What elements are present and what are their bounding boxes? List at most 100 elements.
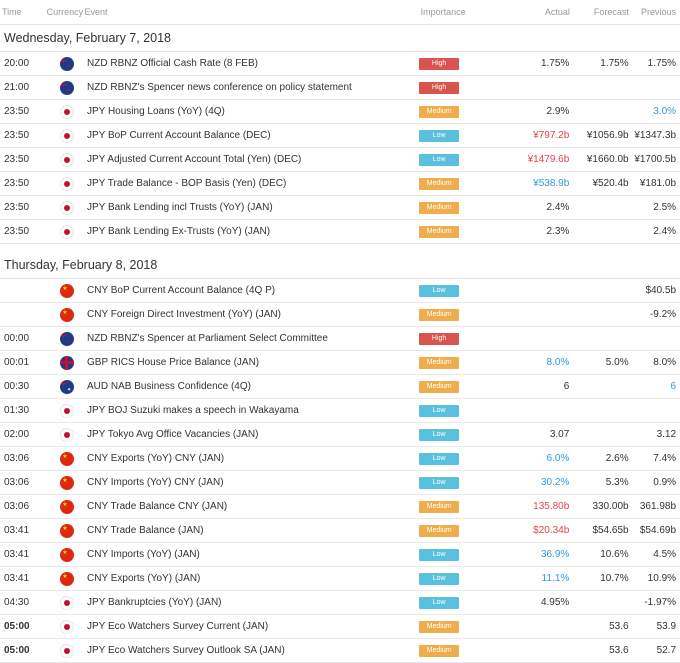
currency-cell bbox=[47, 128, 87, 143]
importance-badge: Medium bbox=[419, 524, 460, 537]
actual-value: ¥797.2b bbox=[533, 130, 570, 141]
currency-cell bbox=[47, 307, 87, 322]
event-name[interactable]: JPY Trade Balance - BOP Basis (Yen) (DEC… bbox=[87, 178, 287, 189]
event-name[interactable]: JPY BoP Current Account Balance (DEC) bbox=[87, 130, 271, 141]
table-row[interactable]: 23:50 JPY Housing Loans (YoY) (4Q) Medium 2… bbox=[0, 100, 680, 124]
actual-value: ¥538.9b bbox=[533, 178, 570, 189]
table-row[interactable]: 03:06 CNY Exports (YoY) CNY (JAN) Low 6.0% 2… bbox=[0, 447, 680, 471]
header-actual[interactable]: Actual bbox=[544, 7, 570, 17]
section-date-heading: Thursday, February 8, 2018 bbox=[0, 252, 680, 279]
currency-cell bbox=[47, 200, 87, 215]
table-row[interactable]: 04:30 JPY Bankruptcies (YoY) (JAN) Low 4.95… bbox=[0, 591, 680, 615]
previous-value: 7.4% bbox=[653, 453, 677, 464]
event-time: 23:50 bbox=[4, 202, 30, 213]
header-currency[interactable]: Currency bbox=[46, 7, 84, 17]
event-name[interactable]: CNY Trade Balance (JAN) bbox=[87, 525, 204, 536]
event-name[interactable]: JPY Bankruptcies (YoY) (JAN) bbox=[87, 597, 222, 608]
table-row[interactable]: 05:00 JPY Eco Watchers Survey Outlook SA … bbox=[0, 639, 680, 663]
event-name[interactable]: JPY BOJ Suzuki makes a speech in Wakayam… bbox=[87, 405, 299, 416]
currency-cell bbox=[47, 451, 87, 466]
event-name[interactable]: JPY Housing Loans (YoY) (4Q) bbox=[87, 106, 225, 117]
table-row[interactable]: 02:00 JPY Tokyo Avg Office Vacancies (JAN… bbox=[0, 423, 680, 447]
actual-value: 6 bbox=[563, 381, 570, 392]
importance-badge: Low bbox=[419, 476, 460, 489]
importance-badge: Low bbox=[419, 428, 460, 441]
table-row[interactable]: 03:06 CNY Imports (YoY) CNY (JAN) Low 30.2%… bbox=[0, 471, 680, 495]
header-time[interactable]: Time bbox=[2, 7, 22, 17]
actual-value: 4.95% bbox=[540, 597, 570, 608]
importance-badge: High bbox=[419, 81, 460, 94]
nz-flag-icon bbox=[60, 56, 75, 71]
previous-value: 3.0% bbox=[653, 106, 677, 117]
importance-badge: Medium bbox=[419, 105, 460, 118]
importance-badge: Medium bbox=[419, 308, 460, 321]
currency-cell bbox=[47, 571, 87, 586]
jp-flag-icon bbox=[60, 595, 75, 610]
table-body: Wednesday, February 7, 2018 20:00 NZD RBNZ… bbox=[0, 25, 680, 663]
table-row[interactable]: 23:50 JPY Adjusted Current Account Total … bbox=[0, 148, 680, 172]
event-name[interactable]: JPY Eco Watchers Survey Current (JAN) bbox=[87, 621, 269, 632]
event-name[interactable]: GBP RICS House Price Balance (JAN) bbox=[87, 357, 260, 368]
actual-value: 135.80b bbox=[533, 501, 570, 512]
table-row[interactable]: 23:50 JPY BoP Current Account Balance (DE… bbox=[0, 124, 680, 148]
currency-cell bbox=[47, 104, 87, 119]
previous-value: 53.9 bbox=[656, 621, 677, 632]
event-name[interactable]: AUD NAB Business Confidence (4Q) bbox=[87, 381, 251, 392]
forecast-value: ¥520.4b bbox=[592, 178, 629, 189]
jp-flag-icon bbox=[60, 104, 75, 119]
event-name[interactable]: CNY Foreign Direct Investment (YoY) (JAN… bbox=[87, 309, 281, 320]
event-name[interactable]: CNY Imports (YoY) (JAN) bbox=[87, 549, 200, 560]
previous-value: $54.69b bbox=[639, 525, 677, 536]
importance-cell: High bbox=[415, 57, 518, 70]
cn-flag-icon bbox=[60, 547, 75, 562]
table-row[interactable]: 23:50 JPY Trade Balance - BOP Basis (Yen)… bbox=[0, 172, 680, 196]
event-time: 00:01 bbox=[4, 357, 30, 368]
table-row[interactable]: 03:06 CNY Trade Balance CNY (JAN) Medium 13… bbox=[0, 495, 680, 519]
header-importance[interactable]: Importance bbox=[420, 7, 466, 17]
header-forecast[interactable]: Forecast bbox=[593, 7, 629, 17]
header-event[interactable]: Event bbox=[84, 7, 108, 17]
event-name[interactable]: JPY Bank Lending incl Trusts (YoY) (JAN) bbox=[87, 202, 273, 213]
currency-cell bbox=[47, 283, 87, 298]
table-row[interactable]: 00:30 AUD NAB Business Confidence (4Q) Med… bbox=[0, 375, 680, 399]
event-name[interactable]: NZD RBNZ Official Cash Rate (8 FEB) bbox=[87, 58, 258, 69]
importance-cell: Low bbox=[415, 129, 518, 142]
table-row[interactable]: 20:00 NZD RBNZ Official Cash Rate (8 FEB)… bbox=[0, 52, 680, 76]
table-row[interactable]: 00:01 GBP RICS House Price Balance (JAN) M… bbox=[0, 351, 680, 375]
currency-cell bbox=[47, 619, 87, 634]
previous-value: -9.2% bbox=[649, 309, 677, 320]
event-time: 03:06 bbox=[4, 477, 30, 488]
table-row[interactable]: CNY Foreign Direct Investment (YoY) (JAN… bbox=[0, 303, 680, 327]
event-name[interactable]: CNY Exports (YoY) (JAN) bbox=[87, 573, 201, 584]
event-name[interactable]: JPY Tokyo Avg Office Vacancies (JAN) bbox=[87, 429, 259, 440]
forecast-value: 53.6 bbox=[609, 621, 629, 632]
table-row[interactable]: 00:00 NZD RBNZ's Spencer at Parliament Se… bbox=[0, 327, 680, 351]
table-row[interactable]: 03:41 CNY Imports (YoY) (JAN) Low 36.9% 10.6… bbox=[0, 543, 680, 567]
event-name[interactable]: JPY Adjusted Current Account Total (Yen)… bbox=[87, 154, 302, 165]
importance-cell: Low bbox=[415, 428, 518, 441]
event-time: 03:41 bbox=[4, 525, 30, 536]
event-name[interactable]: NZD RBNZ's Spencer news conference on po… bbox=[87, 82, 352, 93]
table-row[interactable]: CNY BoP Current Account Balance (4Q P) Lo… bbox=[0, 279, 680, 303]
forecast-value: 5.0% bbox=[605, 357, 629, 368]
importance-cell: Low bbox=[415, 476, 518, 489]
event-name[interactable]: CNY Trade Balance CNY (JAN) bbox=[87, 501, 228, 512]
importance-cell: Medium bbox=[415, 500, 518, 513]
table-row[interactable]: 03:41 CNY Trade Balance (JAN) Medium $20.34… bbox=[0, 519, 680, 543]
event-name[interactable]: CNY Imports (YoY) CNY (JAN) bbox=[87, 477, 224, 488]
header-previous[interactable]: Previous bbox=[640, 7, 676, 17]
table-row[interactable]: 21:00 NZD RBNZ's Spencer news conference … bbox=[0, 76, 680, 100]
table-row[interactable]: 23:50 JPY Bank Lending incl Trusts (YoY) … bbox=[0, 196, 680, 220]
previous-value: 361.98b bbox=[639, 501, 677, 512]
event-name[interactable]: NZD RBNZ's Spencer at Parliament Select … bbox=[87, 333, 328, 344]
table-row[interactable]: 01:30 JPY BOJ Suzuki makes a speech in Wa… bbox=[0, 399, 680, 423]
table-row[interactable]: 23:50 JPY Bank Lending Ex-Trusts (YoY) (J… bbox=[0, 220, 680, 244]
table-row[interactable]: 05:00 JPY Eco Watchers Survey Current (JA… bbox=[0, 615, 680, 639]
event-name[interactable]: JPY Bank Lending Ex-Trusts (YoY) (JAN) bbox=[87, 226, 271, 237]
event-name[interactable]: CNY BoP Current Account Balance (4Q P) bbox=[87, 285, 276, 296]
event-time: 03:41 bbox=[4, 573, 30, 584]
table-row[interactable]: 03:41 CNY Exports (YoY) (JAN) Low 11.1% 10.7… bbox=[0, 567, 680, 591]
gb-flag-icon bbox=[60, 355, 75, 370]
event-name[interactable]: CNY Exports (YoY) CNY (JAN) bbox=[87, 453, 225, 464]
